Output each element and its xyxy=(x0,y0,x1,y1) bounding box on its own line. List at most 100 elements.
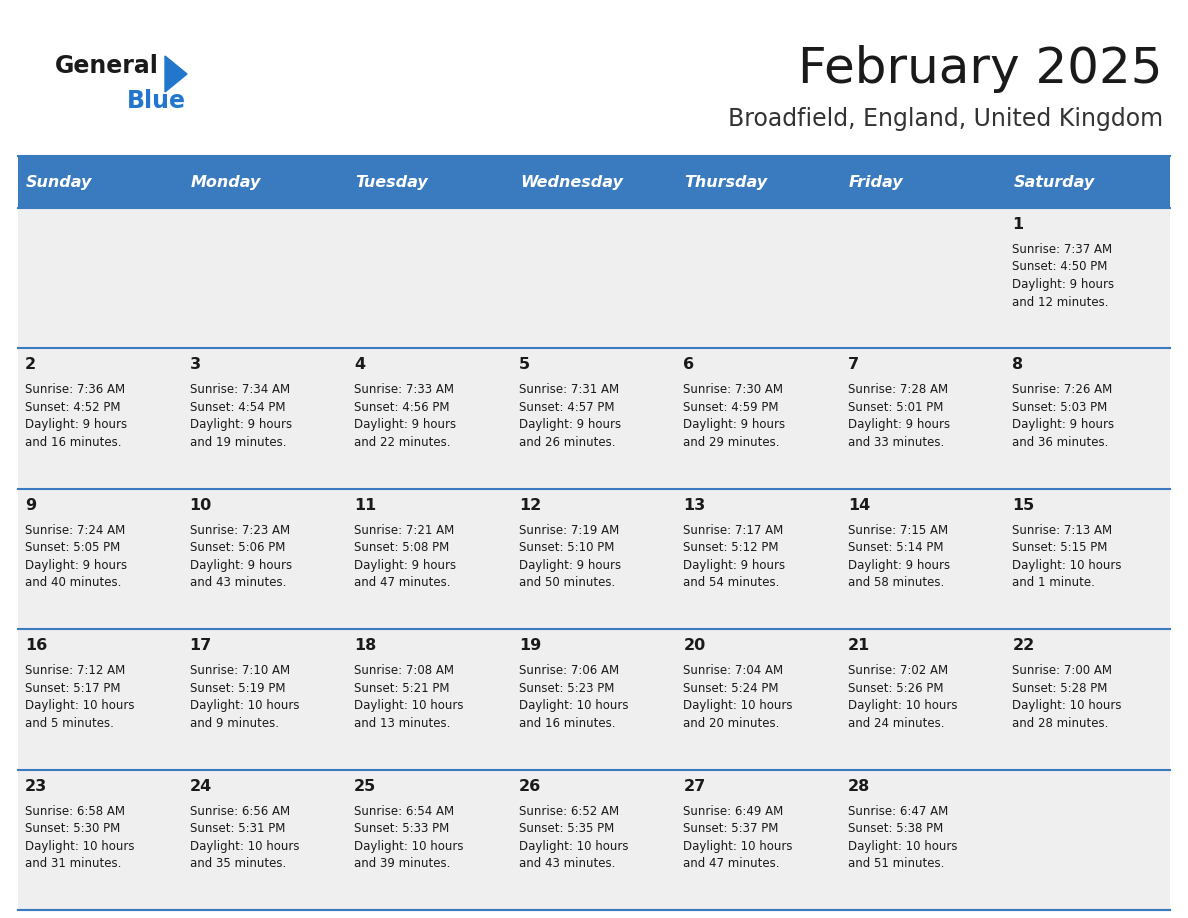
Text: 2: 2 xyxy=(25,357,36,373)
Text: 5: 5 xyxy=(519,357,530,373)
FancyBboxPatch shape xyxy=(676,488,841,629)
FancyBboxPatch shape xyxy=(512,629,676,769)
FancyBboxPatch shape xyxy=(841,488,1005,629)
FancyBboxPatch shape xyxy=(18,208,183,349)
Text: and 35 minutes.: and 35 minutes. xyxy=(190,857,286,870)
Text: Sunset: 5:10 PM: Sunset: 5:10 PM xyxy=(519,542,614,554)
Text: 1: 1 xyxy=(1012,217,1024,232)
Text: Sunrise: 7:37 AM: Sunrise: 7:37 AM xyxy=(1012,243,1112,256)
Text: Sunset: 5:06 PM: Sunset: 5:06 PM xyxy=(190,542,285,554)
Text: Sunrise: 7:02 AM: Sunrise: 7:02 AM xyxy=(848,665,948,677)
FancyBboxPatch shape xyxy=(841,208,1005,349)
Text: Sunset: 5:38 PM: Sunset: 5:38 PM xyxy=(848,823,943,835)
FancyBboxPatch shape xyxy=(1005,488,1170,629)
Text: Wednesday: Wednesday xyxy=(520,174,623,189)
Text: and 26 minutes.: and 26 minutes. xyxy=(519,436,615,449)
Text: 16: 16 xyxy=(25,638,48,654)
FancyBboxPatch shape xyxy=(841,349,1005,488)
Text: 9: 9 xyxy=(25,498,36,513)
FancyBboxPatch shape xyxy=(347,629,512,769)
Text: Daylight: 10 hours: Daylight: 10 hours xyxy=(354,840,463,853)
Text: 24: 24 xyxy=(190,778,211,793)
Text: Daylight: 10 hours: Daylight: 10 hours xyxy=(190,700,299,712)
Text: Sunset: 5:15 PM: Sunset: 5:15 PM xyxy=(1012,542,1107,554)
Text: Sunset: 5:14 PM: Sunset: 5:14 PM xyxy=(848,542,943,554)
Text: Sunrise: 7:10 AM: Sunrise: 7:10 AM xyxy=(190,665,290,677)
Text: and 43 minutes.: and 43 minutes. xyxy=(519,857,615,870)
Text: Sunrise: 7:17 AM: Sunrise: 7:17 AM xyxy=(683,524,784,537)
Text: Sunset: 5:08 PM: Sunset: 5:08 PM xyxy=(354,542,449,554)
FancyBboxPatch shape xyxy=(676,629,841,769)
Text: Daylight: 10 hours: Daylight: 10 hours xyxy=(25,840,134,853)
Text: Daylight: 9 hours: Daylight: 9 hours xyxy=(519,419,621,431)
Text: 15: 15 xyxy=(1012,498,1035,513)
Text: 20: 20 xyxy=(683,638,706,654)
Text: and 39 minutes.: and 39 minutes. xyxy=(354,857,450,870)
Text: Sunset: 5:37 PM: Sunset: 5:37 PM xyxy=(683,823,778,835)
Text: Blue: Blue xyxy=(127,89,187,113)
FancyBboxPatch shape xyxy=(676,769,841,910)
Text: and 58 minutes.: and 58 minutes. xyxy=(848,577,944,589)
Text: and 43 minutes.: and 43 minutes. xyxy=(190,577,286,589)
Text: Sunset: 5:26 PM: Sunset: 5:26 PM xyxy=(848,682,943,695)
FancyBboxPatch shape xyxy=(512,488,676,629)
Text: Daylight: 9 hours: Daylight: 9 hours xyxy=(354,559,456,572)
FancyBboxPatch shape xyxy=(347,349,512,488)
FancyBboxPatch shape xyxy=(18,629,183,769)
FancyBboxPatch shape xyxy=(347,488,512,629)
Text: Sunset: 5:01 PM: Sunset: 5:01 PM xyxy=(848,401,943,414)
Text: Sunrise: 7:36 AM: Sunrise: 7:36 AM xyxy=(25,384,125,397)
Text: Sunset: 5:33 PM: Sunset: 5:33 PM xyxy=(354,823,449,835)
Text: Sunrise: 7:26 AM: Sunrise: 7:26 AM xyxy=(1012,384,1113,397)
Text: Sunset: 4:59 PM: Sunset: 4:59 PM xyxy=(683,401,779,414)
FancyBboxPatch shape xyxy=(841,629,1005,769)
Text: Daylight: 10 hours: Daylight: 10 hours xyxy=(848,840,958,853)
Text: 28: 28 xyxy=(848,778,870,793)
Text: Sunrise: 7:13 AM: Sunrise: 7:13 AM xyxy=(1012,524,1112,537)
Text: Sunset: 5:21 PM: Sunset: 5:21 PM xyxy=(354,682,449,695)
Text: and 54 minutes.: and 54 minutes. xyxy=(683,577,779,589)
Text: Sunset: 5:30 PM: Sunset: 5:30 PM xyxy=(25,823,120,835)
Text: Saturday: Saturday xyxy=(1013,174,1095,189)
Text: Daylight: 9 hours: Daylight: 9 hours xyxy=(25,419,127,431)
Text: 6: 6 xyxy=(683,357,695,373)
Text: and 1 minute.: and 1 minute. xyxy=(1012,577,1095,589)
Text: and 19 minutes.: and 19 minutes. xyxy=(190,436,286,449)
Text: Sunrise: 7:12 AM: Sunrise: 7:12 AM xyxy=(25,665,125,677)
Text: 26: 26 xyxy=(519,778,541,793)
Text: and 50 minutes.: and 50 minutes. xyxy=(519,577,615,589)
Text: Sunrise: 6:49 AM: Sunrise: 6:49 AM xyxy=(683,804,784,818)
Text: Sunset: 5:12 PM: Sunset: 5:12 PM xyxy=(683,542,779,554)
Text: Daylight: 9 hours: Daylight: 9 hours xyxy=(190,419,292,431)
Text: Sunset: 4:54 PM: Sunset: 4:54 PM xyxy=(190,401,285,414)
Text: and 47 minutes.: and 47 minutes. xyxy=(683,857,779,870)
Text: Daylight: 9 hours: Daylight: 9 hours xyxy=(1012,278,1114,291)
Text: Daylight: 9 hours: Daylight: 9 hours xyxy=(848,419,950,431)
Text: Sunrise: 6:56 AM: Sunrise: 6:56 AM xyxy=(190,804,290,818)
Text: 4: 4 xyxy=(354,357,365,373)
Text: Daylight: 9 hours: Daylight: 9 hours xyxy=(519,559,621,572)
Text: Sunrise: 7:15 AM: Sunrise: 7:15 AM xyxy=(848,524,948,537)
FancyBboxPatch shape xyxy=(512,208,676,349)
Text: 11: 11 xyxy=(354,498,377,513)
FancyBboxPatch shape xyxy=(347,769,512,910)
FancyBboxPatch shape xyxy=(183,349,347,488)
Text: and 33 minutes.: and 33 minutes. xyxy=(848,436,944,449)
FancyBboxPatch shape xyxy=(512,769,676,910)
Text: Sunset: 5:24 PM: Sunset: 5:24 PM xyxy=(683,682,779,695)
FancyBboxPatch shape xyxy=(1005,769,1170,910)
Text: Sunrise: 6:47 AM: Sunrise: 6:47 AM xyxy=(848,804,948,818)
Text: Friday: Friday xyxy=(849,174,904,189)
Text: Daylight: 10 hours: Daylight: 10 hours xyxy=(683,840,792,853)
Text: February 2025: February 2025 xyxy=(798,45,1163,93)
Text: Daylight: 10 hours: Daylight: 10 hours xyxy=(519,840,628,853)
Text: Sunset: 4:50 PM: Sunset: 4:50 PM xyxy=(1012,261,1107,274)
Text: Sunset: 5:05 PM: Sunset: 5:05 PM xyxy=(25,542,120,554)
Text: Daylight: 9 hours: Daylight: 9 hours xyxy=(683,559,785,572)
Text: 3: 3 xyxy=(190,357,201,373)
Text: Daylight: 9 hours: Daylight: 9 hours xyxy=(848,559,950,572)
Text: and 22 minutes.: and 22 minutes. xyxy=(354,436,450,449)
Text: and 36 minutes.: and 36 minutes. xyxy=(1012,436,1108,449)
FancyBboxPatch shape xyxy=(1005,349,1170,488)
Text: 17: 17 xyxy=(190,638,211,654)
